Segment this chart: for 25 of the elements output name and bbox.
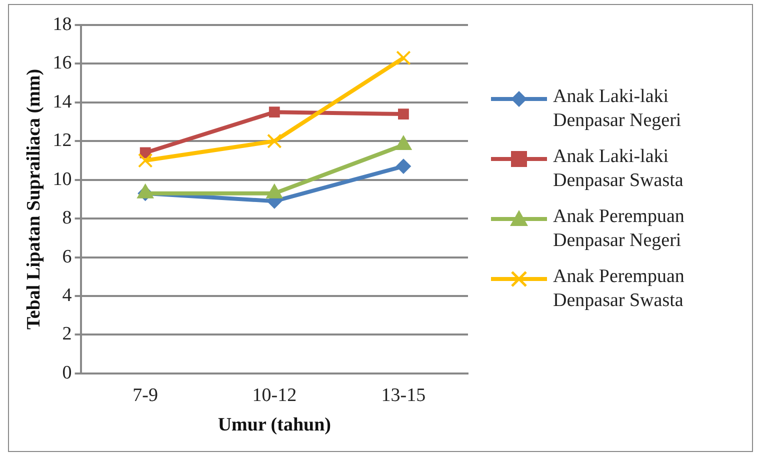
legend-label: Anak Perempuan Denpasar Swasta — [553, 265, 686, 313]
point — [396, 50, 411, 66]
x-tick-label: 7-9 — [132, 384, 158, 406]
point — [398, 108, 409, 120]
y-axis-title: Tebal Lipatan Suprailiaca (mm) — [23, 68, 44, 330]
point — [138, 153, 153, 168]
y-tick-label: 4 — [62, 284, 72, 306]
y-tick-label: 10 — [52, 168, 72, 190]
x-axis-title: Umur (tahun) — [218, 414, 331, 436]
y-tick-label: 18 — [52, 14, 72, 35]
y-tick-label: 12 — [52, 130, 72, 152]
y-tick-label: 14 — [52, 91, 72, 112]
point — [267, 134, 282, 148]
legend-label: Anak Laki-laki Denpasar Negeri — [553, 85, 682, 133]
x-tick-label: 10-12 — [252, 384, 297, 406]
legend-label: Anak Perempuan Denpasar Negeri — [553, 205, 686, 253]
y-tick-label: 0 — [62, 362, 72, 384]
point — [268, 106, 280, 118]
y-tick-label: 2 — [62, 324, 72, 345]
x-tick-label: 13-15 — [381, 384, 426, 406]
legend-label: Anak Laki-laki Denpasar Swasta — [553, 145, 684, 193]
y-tick-label: 16 — [52, 52, 72, 74]
point — [396, 158, 411, 174]
y-tick-label: 8 — [62, 208, 72, 229]
y-tick-label: 6 — [62, 246, 72, 268]
